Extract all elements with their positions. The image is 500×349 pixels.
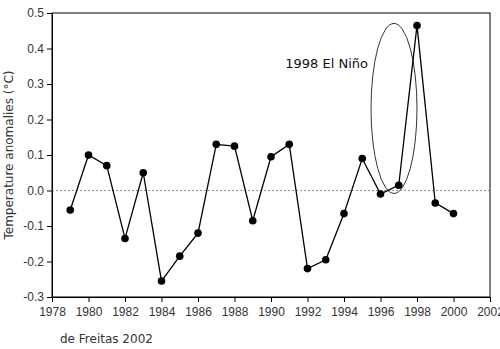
data-point bbox=[103, 162, 111, 170]
x-tick-label: 1984 bbox=[149, 305, 176, 319]
x-tick-mark bbox=[344, 297, 345, 302]
x-tick-label: 1990 bbox=[258, 305, 285, 319]
x-tick: 1992 bbox=[295, 297, 322, 319]
x-tick-label: 1988 bbox=[222, 305, 249, 319]
y-tick-mark bbox=[47, 84, 52, 85]
y-tick-label: 0.1 bbox=[27, 148, 44, 162]
x-tick-label: 1996 bbox=[368, 305, 395, 319]
y-tick-mark bbox=[47, 49, 52, 50]
x-tick-mark bbox=[89, 297, 90, 302]
y-tick-mark bbox=[47, 191, 52, 192]
data-point bbox=[267, 153, 275, 161]
y-tick-label: -0.3 bbox=[23, 290, 44, 304]
data-point bbox=[358, 155, 366, 163]
series-line bbox=[70, 25, 453, 281]
x-tick-mark bbox=[162, 297, 163, 302]
x-tick: 1988 bbox=[222, 297, 249, 319]
x-tick-mark bbox=[381, 297, 382, 302]
y-tick-label: -0.1 bbox=[23, 219, 44, 233]
x-tick: 1994 bbox=[331, 297, 358, 319]
x-tick-mark bbox=[198, 297, 199, 302]
data-point bbox=[413, 22, 421, 30]
y-tick-mark bbox=[47, 120, 52, 121]
x-tick-label: 1992 bbox=[295, 305, 322, 319]
y-tick: 0.5 bbox=[27, 6, 52, 20]
x-tick-mark bbox=[417, 297, 418, 302]
y-tick: 0.4 bbox=[27, 42, 52, 56]
y-tick: -0.1 bbox=[23, 219, 52, 233]
data-point bbox=[212, 141, 220, 149]
data-point bbox=[85, 151, 93, 159]
y-axis-line bbox=[47, 14, 53, 298]
x-tick: 1990 bbox=[258, 297, 285, 319]
x-tick-label: 2002 bbox=[477, 305, 500, 319]
data-point bbox=[322, 256, 330, 264]
reference-line bbox=[52, 190, 490, 191]
y-tick: -0.2 bbox=[23, 255, 52, 269]
data-point bbox=[139, 169, 147, 177]
data-point bbox=[304, 265, 312, 273]
x-tick: 1980 bbox=[76, 297, 103, 319]
y-tick-mark bbox=[47, 262, 52, 263]
y-tick-label: 0.4 bbox=[27, 42, 44, 56]
y-tick-label: 0.2 bbox=[27, 113, 44, 127]
x-tick: 2002 bbox=[477, 297, 500, 319]
y-tick: -0.3 bbox=[23, 290, 52, 304]
x-tick-label: 1998 bbox=[404, 305, 431, 319]
y-tick-label: 0.5 bbox=[27, 6, 44, 20]
data-point bbox=[158, 277, 166, 285]
y-tick: 0.0 bbox=[27, 184, 52, 198]
plot-area bbox=[52, 22, 490, 285]
data-point bbox=[249, 217, 257, 225]
y-axis-title: Temperature anomalies (°C) bbox=[2, 70, 16, 240]
x-tick-mark bbox=[271, 297, 272, 302]
x-tick-label: 1978 bbox=[39, 305, 66, 319]
x-tick-mark bbox=[235, 297, 236, 302]
x-tick: 1986 bbox=[185, 297, 212, 319]
plot-frame bbox=[52, 13, 490, 297]
x-tick-label: 2000 bbox=[441, 305, 468, 319]
annotation-text: 1998 El Niño bbox=[285, 56, 368, 71]
data-point bbox=[231, 142, 239, 150]
x-tick: 1982 bbox=[112, 297, 139, 319]
y-tick-label: 0.0 bbox=[27, 184, 44, 198]
y-tick-mark bbox=[47, 155, 52, 156]
x-tick: 1996 bbox=[368, 297, 395, 319]
data-point bbox=[450, 210, 458, 218]
x-tick: 1998 bbox=[404, 297, 431, 319]
x-tick-label: 1982 bbox=[112, 305, 139, 319]
data-point bbox=[377, 190, 385, 198]
x-axis-line bbox=[53, 298, 491, 303]
y-tick: 0.1 bbox=[27, 148, 52, 162]
y-tick-mark bbox=[47, 226, 52, 227]
y-axis: -0.3 -0.2 -0.1 0.0 0.1 0.2 0.3 0.4 0.5 bbox=[23, 6, 52, 304]
y-tick-label: -0.2 bbox=[23, 255, 44, 269]
data-point bbox=[431, 199, 439, 207]
x-tick: 2000 bbox=[441, 297, 468, 319]
data-point bbox=[121, 235, 129, 243]
data-point bbox=[395, 181, 403, 189]
y-tick-mark bbox=[47, 297, 52, 298]
data-point bbox=[194, 229, 202, 237]
x-tick-mark bbox=[308, 297, 309, 302]
y-tick: 0.3 bbox=[27, 77, 52, 91]
source-note: de Freitas 2002 bbox=[60, 332, 153, 346]
x-tick-label: 1980 bbox=[76, 305, 103, 319]
y-tick-mark bbox=[47, 13, 52, 14]
x-tick: 1984 bbox=[149, 297, 176, 319]
annotation-ellipse bbox=[371, 23, 417, 193]
data-point bbox=[176, 252, 184, 260]
data-point bbox=[340, 210, 348, 218]
x-tick-mark bbox=[125, 297, 126, 302]
x-tick-label: 1986 bbox=[185, 305, 212, 319]
y-tick: 0.2 bbox=[27, 113, 52, 127]
x-tick-label: 1994 bbox=[331, 305, 358, 319]
x-axis: 1978 1980 1982 1984 1986 1988 1990 1992 1994 1996… bbox=[39, 297, 500, 319]
chart: 1978 1980 1982 1984 1986 1988 1990 1992 1994 1996… bbox=[0, 0, 500, 349]
data-point bbox=[66, 206, 74, 214]
data-point bbox=[285, 141, 293, 149]
x-tick-mark bbox=[454, 297, 455, 302]
x-tick-mark bbox=[490, 297, 491, 302]
y-tick-label: 0.3 bbox=[27, 77, 44, 91]
